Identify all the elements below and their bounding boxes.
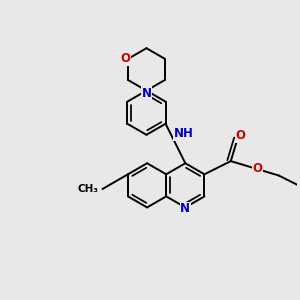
Text: O: O	[253, 162, 263, 175]
Text: O: O	[120, 52, 130, 65]
Text: CH₃: CH₃	[77, 184, 98, 194]
Text: O: O	[236, 129, 245, 142]
Text: N: N	[142, 87, 152, 100]
Text: N: N	[180, 202, 190, 215]
Text: NH: NH	[174, 128, 194, 140]
